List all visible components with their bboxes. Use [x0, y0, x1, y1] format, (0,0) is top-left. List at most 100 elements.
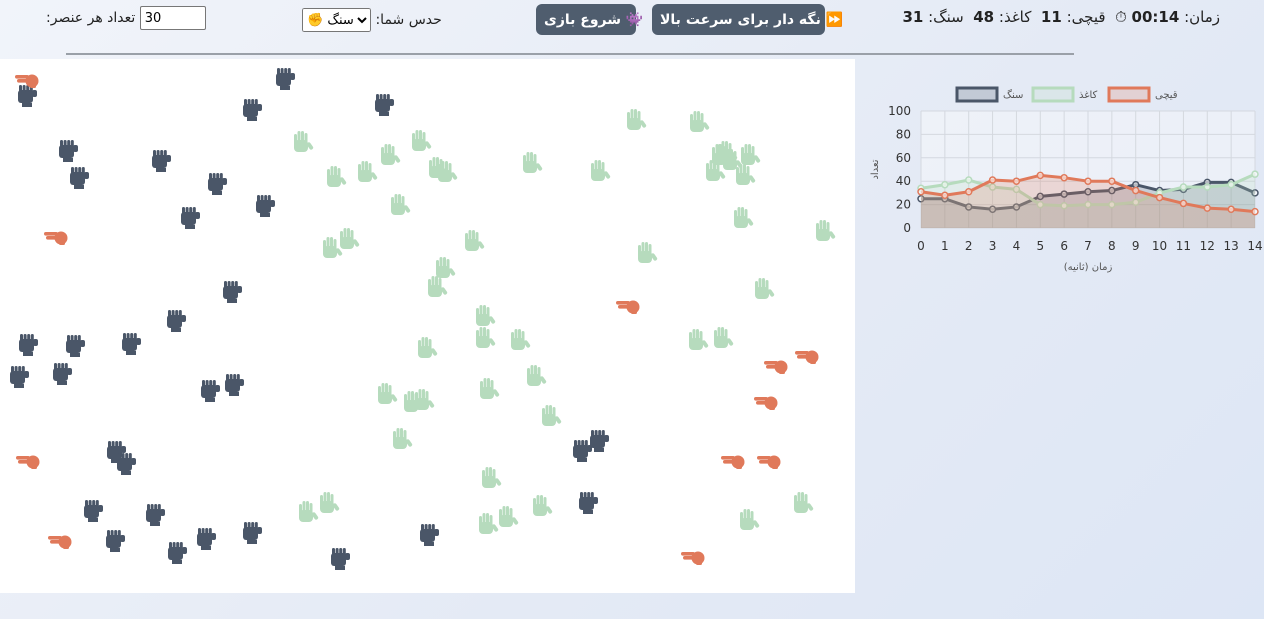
- paper-unit: [378, 383, 398, 404]
- paper-unit: [294, 131, 314, 152]
- data-point: [917, 187, 925, 196]
- data-point: [1155, 193, 1164, 202]
- paper-unit: [755, 278, 775, 299]
- data-point: [1060, 190, 1068, 198]
- data-point: [1036, 171, 1045, 180]
- hold-speed-button[interactable]: نگه دار برای سرعت بالا ⏩: [652, 4, 843, 35]
- chart-series-2: [917, 171, 1259, 228]
- paper-unit: [816, 220, 836, 241]
- paper-unit: [734, 207, 754, 228]
- population-chart: 0 20 40 60 80 100 0 1 2 3 4 5 6 7 8 9 10 11 12 13 14 زمان (ثا…: [864, 80, 1264, 280]
- rock-unit: [243, 99, 262, 121]
- paper-unit: [690, 111, 710, 132]
- y-tick-label: 20: [896, 198, 911, 212]
- data-point: [1203, 183, 1212, 191]
- paper-unit: [465, 230, 485, 251]
- data-point: [1012, 177, 1021, 185]
- data-point: [1012, 203, 1021, 211]
- scissors-count-label: قیچی:: [1066, 8, 1106, 26]
- data-point: [917, 195, 925, 203]
- x-axis-title: زمان (ثانیه): [1064, 262, 1113, 273]
- data-point: [1227, 205, 1235, 214]
- time-label: زمان:: [1184, 8, 1220, 26]
- y-tick-label: 0: [903, 221, 911, 235]
- rock-unit: [168, 542, 187, 564]
- arena-canvas: [10, 68, 836, 570]
- paper-unit: [381, 144, 401, 165]
- paper-unit: [323, 237, 343, 258]
- scissors-unit: [795, 350, 819, 364]
- legend-label: کاغذ: [1079, 90, 1098, 101]
- data-point: [1036, 200, 1045, 209]
- rock-unit: [276, 68, 295, 90]
- game-arena: [0, 59, 855, 593]
- x-tick-label: 1: [941, 239, 949, 253]
- divider: [66, 53, 1074, 55]
- paper-unit: [627, 109, 647, 130]
- scissors-unit: [754, 396, 778, 410]
- series-area: [921, 174, 1255, 228]
- y-axis-title: تعداد: [870, 159, 881, 179]
- rock-unit: [152, 150, 171, 172]
- data-point: [941, 180, 949, 189]
- data-point: [1251, 207, 1259, 216]
- rock-unit: [59, 140, 78, 162]
- rock-unit: [66, 335, 85, 357]
- data-point: [1012, 185, 1021, 194]
- timer-icon: ⏱: [1115, 8, 1127, 26]
- paper-unit: [415, 389, 435, 410]
- x-tick-label: 12: [1200, 239, 1215, 253]
- rock-unit: [84, 500, 103, 522]
- legend-swatch: [1107, 86, 1151, 103]
- data-point: [1179, 183, 1188, 191]
- y-tick-label: 100: [888, 104, 911, 118]
- paper-unit: [327, 166, 347, 187]
- rock-unit: [10, 366, 29, 388]
- data-point: [1060, 173, 1068, 182]
- data-point: [1131, 186, 1140, 195]
- count-input[interactable]: [139, 6, 206, 30]
- legend-item-2[interactable]: قیچی: [1107, 86, 1178, 103]
- paper-unit: [393, 428, 413, 449]
- paper-unit: [714, 327, 734, 348]
- rock-count-value: 31: [902, 8, 924, 26]
- x-tick-label: 8: [1108, 239, 1116, 253]
- paper-unit: [476, 327, 496, 348]
- x-tick-label: 10: [1152, 239, 1167, 253]
- rock-unit: [18, 85, 37, 107]
- x-tick-label: 2: [965, 239, 973, 253]
- rock-unit: [106, 530, 125, 552]
- paper-unit: [340, 228, 360, 249]
- guess-label: :حدس شما: [375, 12, 442, 28]
- legend-item-1[interactable]: کاغذ: [1031, 86, 1098, 103]
- rock-unit: [70, 167, 89, 189]
- count-label: :تعداد هر عنصر: [46, 10, 136, 26]
- rock-unit: [167, 310, 186, 332]
- legend-label: سنگ: [1003, 89, 1023, 101]
- guess-select[interactable]: ✊ سنگ✋ کاغذ✌ قیچی: [302, 8, 371, 32]
- data-point: [941, 191, 949, 199]
- scissors-unit: [757, 455, 781, 469]
- paper-unit: [527, 365, 547, 386]
- data-point: [1179, 199, 1188, 208]
- start-game-button[interactable]: شروع بازی 👾: [536, 4, 643, 35]
- legend-item-0[interactable]: سنگ: [955, 86, 1023, 103]
- legend-label: قیچی: [1155, 90, 1178, 101]
- legend-swatch: [1031, 86, 1075, 103]
- y-tick-label: 80: [896, 127, 911, 141]
- paper-unit: [436, 257, 456, 278]
- paper-unit: [480, 378, 500, 399]
- data-point: [1131, 198, 1140, 207]
- x-tick-label: 13: [1224, 239, 1239, 253]
- paper-unit: [511, 329, 531, 350]
- x-tick-label: 9: [1132, 239, 1140, 253]
- paper-unit: [523, 152, 543, 173]
- data-point: [1084, 187, 1092, 196]
- data-point: [988, 176, 997, 184]
- data-point: [988, 183, 997, 191]
- data-point: [964, 187, 973, 196]
- rock-unit: [243, 522, 262, 544]
- x-tick-label: 4: [1013, 239, 1021, 253]
- x-tick-label: 3: [989, 239, 997, 253]
- data-point: [1203, 204, 1212, 212]
